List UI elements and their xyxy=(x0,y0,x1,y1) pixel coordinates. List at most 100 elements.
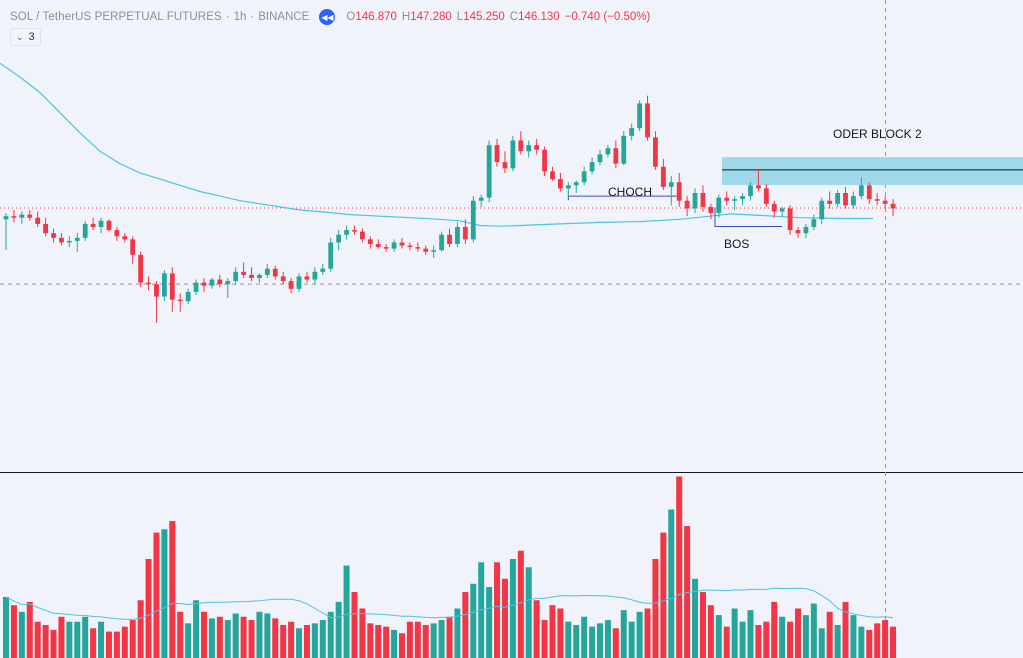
volume-bar xyxy=(264,613,271,658)
indicators-toggle-button[interactable]: ⌄ 3 xyxy=(10,28,41,46)
volume-bar xyxy=(707,605,714,658)
candle-body xyxy=(122,236,128,240)
volume-bar xyxy=(541,620,548,658)
high-value: 147.280 xyxy=(410,11,452,23)
volume-bar xyxy=(668,509,675,658)
candle-body xyxy=(74,237,80,241)
volume-bar xyxy=(296,628,303,658)
volume-bar xyxy=(549,605,556,658)
candle-body xyxy=(486,145,492,198)
candle-body xyxy=(455,227,460,244)
candle-body xyxy=(249,274,254,278)
high-label: H xyxy=(401,11,411,23)
candle-body xyxy=(19,214,25,218)
candle-body xyxy=(336,234,342,243)
candle-body xyxy=(645,103,650,138)
chevron-down-icon: ⌄ xyxy=(16,31,24,42)
volume-bar xyxy=(573,625,580,658)
candle-body xyxy=(771,203,777,212)
candle-body xyxy=(138,254,144,283)
volume-bar xyxy=(208,618,215,658)
volume-bar xyxy=(406,621,413,658)
volume-bar xyxy=(795,608,801,658)
candle-body xyxy=(748,185,753,197)
candle-body xyxy=(407,245,413,248)
candle-body xyxy=(763,188,769,204)
candle-body xyxy=(684,200,690,209)
candle-body xyxy=(478,197,484,201)
candle-body xyxy=(518,140,524,152)
volume-bar xyxy=(105,631,112,658)
candle-body xyxy=(233,271,239,282)
volume-bar xyxy=(153,532,160,658)
volume-bar xyxy=(82,616,89,658)
volume-bar xyxy=(193,600,200,658)
volume-bar xyxy=(486,587,493,658)
candle-body xyxy=(288,281,294,289)
volume-bar xyxy=(731,608,738,658)
volume-bar xyxy=(224,620,231,658)
volume-bar xyxy=(98,621,105,658)
volume-bar xyxy=(810,603,817,658)
volume-bar xyxy=(501,578,508,658)
candle-body xyxy=(185,291,191,302)
volume-bar xyxy=(581,616,588,658)
candle-body xyxy=(605,148,611,155)
low-value: 145.250 xyxy=(463,11,505,23)
bos-line xyxy=(714,207,782,227)
candle-body xyxy=(874,199,880,201)
volume-bar xyxy=(145,559,152,658)
volume-bar xyxy=(375,625,382,658)
candle-body xyxy=(676,182,682,201)
volume-bar xyxy=(842,601,849,658)
volume-bar xyxy=(826,611,833,658)
candle-body xyxy=(320,268,326,272)
candle-body xyxy=(383,247,389,249)
symbol-name[interactable]: SOL / TetherUS PERPETUAL FUTURES xyxy=(10,11,222,23)
candle-body xyxy=(637,103,642,129)
candle-body xyxy=(352,230,357,232)
volume-bar xyxy=(636,611,643,658)
candle-body xyxy=(811,219,817,228)
candle-body xyxy=(169,273,175,300)
volume-bar xyxy=(34,621,41,658)
volume-bar xyxy=(256,611,263,658)
volume-bar xyxy=(201,611,207,658)
volume-bar xyxy=(343,565,350,658)
volume-bar xyxy=(367,623,374,658)
volume-bar xyxy=(620,610,627,658)
volume-bar xyxy=(335,601,342,658)
candle-body xyxy=(890,203,896,209)
candle-body xyxy=(858,185,864,197)
volume-bar xyxy=(288,621,295,658)
volume-bar xyxy=(422,625,429,658)
volume-bar xyxy=(240,616,247,658)
candle-body xyxy=(304,276,310,280)
candle-body xyxy=(225,281,231,285)
moving-average-line xyxy=(0,62,873,227)
candle-body xyxy=(201,282,207,286)
candle-body xyxy=(27,214,33,218)
candle-body xyxy=(209,279,215,286)
candle-body xyxy=(668,182,674,187)
volume-bar xyxy=(525,567,532,658)
candle-body xyxy=(264,268,270,275)
rewind-icon[interactable]: ◀◀ xyxy=(319,9,336,25)
volume-bar xyxy=(874,623,881,658)
interval-label[interactable]: 1h xyxy=(233,11,247,23)
candle-body xyxy=(470,200,476,240)
candle-body xyxy=(629,128,635,136)
symbol-legend: SOL / TetherUS PERPETUAL FUTURES · 1h · … xyxy=(10,9,650,25)
candle-body xyxy=(367,239,373,244)
candle-body xyxy=(462,227,468,240)
candle-body xyxy=(241,271,246,275)
volume-bar xyxy=(723,626,730,658)
volume-bar xyxy=(747,610,754,658)
volume-bar xyxy=(391,629,398,658)
volume-bar xyxy=(10,605,17,658)
candle-body xyxy=(193,282,199,292)
candle-body xyxy=(391,242,397,249)
bos-label: BOS xyxy=(724,237,750,251)
volume-bar xyxy=(58,616,65,658)
